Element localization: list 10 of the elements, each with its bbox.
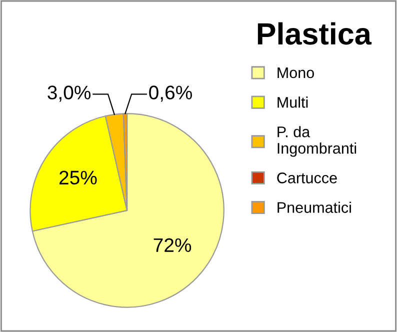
legend-label: Multi: [278, 96, 308, 108]
data-label: 25%: [59, 170, 97, 185]
data-label: 3,0%: [48, 86, 91, 102]
legend-label: Cartucce: [277, 172, 337, 184]
legend-label: P. da Ingombranti: [278, 126, 356, 157]
data-label: 0,6%: [149, 86, 192, 102]
data-label: 72%: [154, 238, 192, 252]
legend-label: Pneumatici: [278, 202, 351, 213]
chart-title: Plastica: [258, 22, 372, 45]
legend-label: Mono: [278, 68, 314, 78]
